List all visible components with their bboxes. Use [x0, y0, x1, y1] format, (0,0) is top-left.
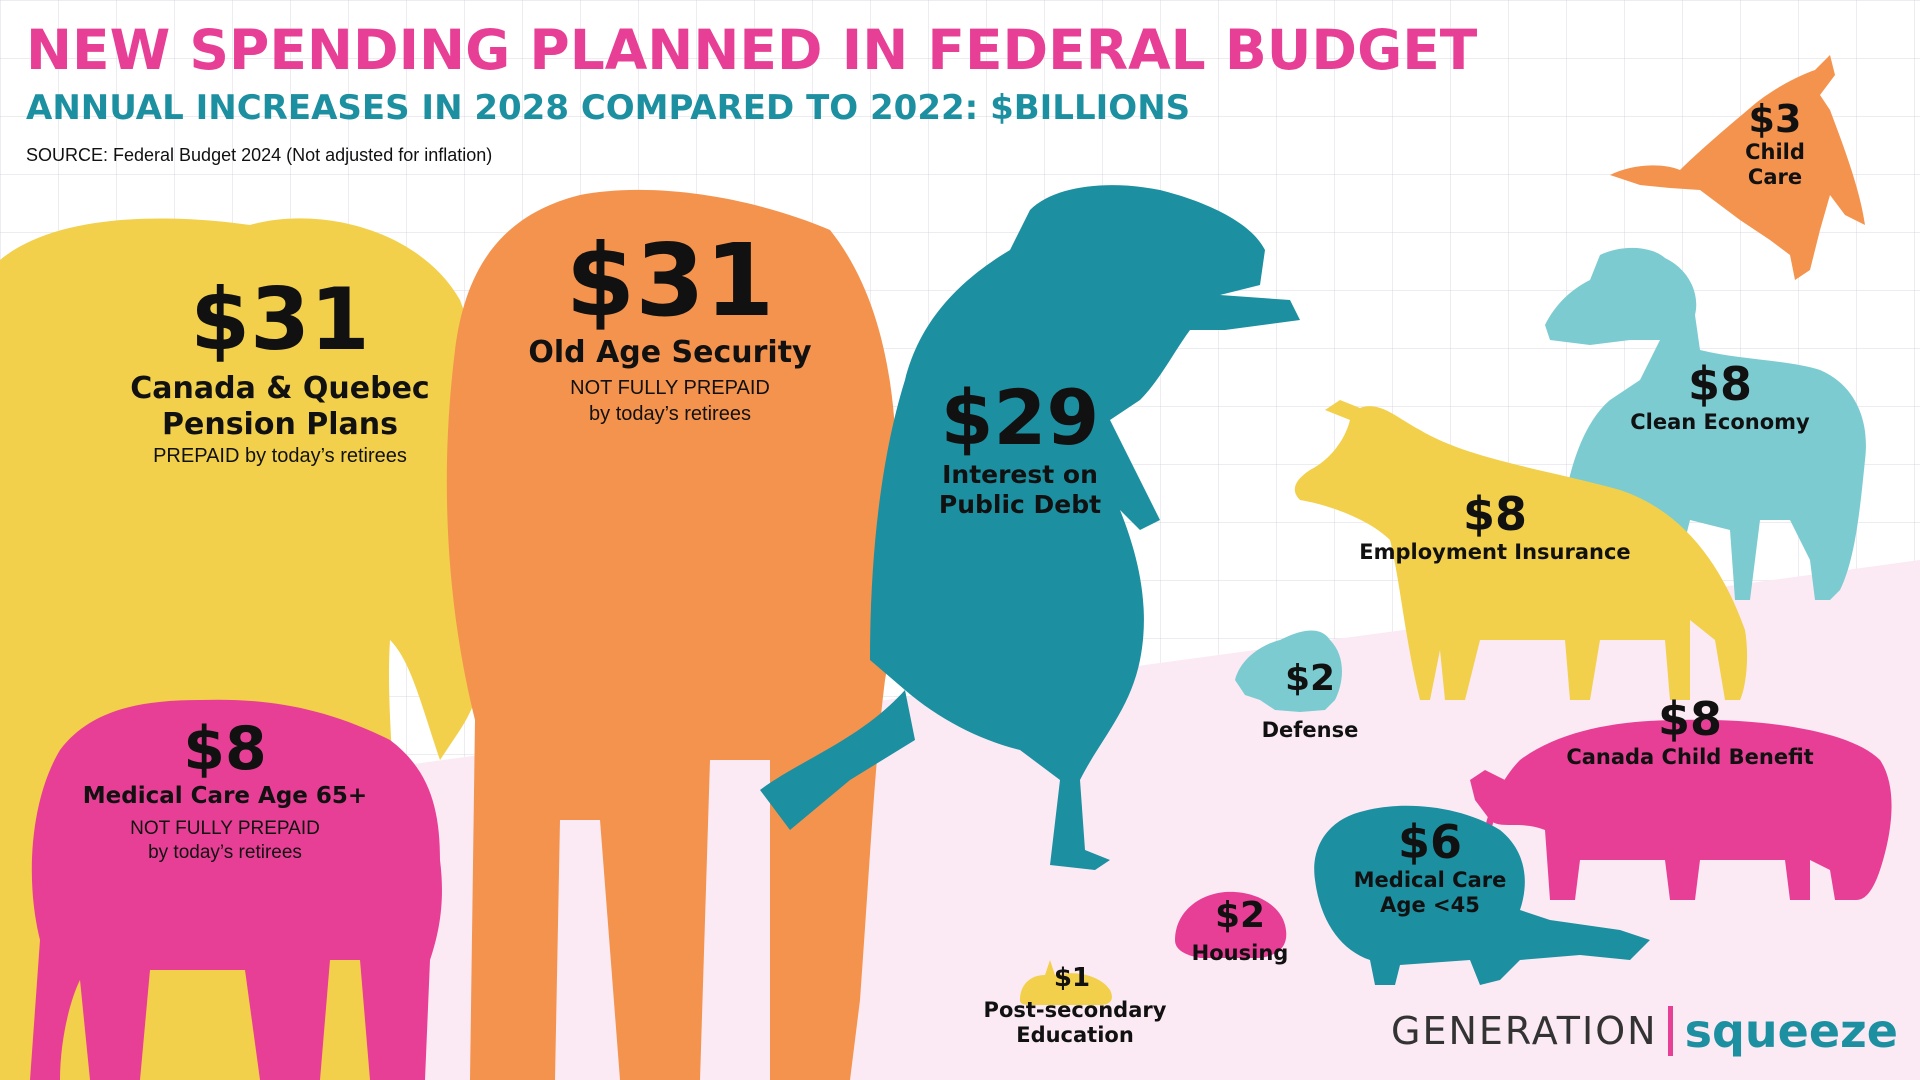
value-label: $2: [1214, 895, 1266, 936]
value-label: $29: [940, 373, 1100, 462]
category-label: Canada Child Benefit: [1566, 745, 1814, 770]
baby-elephant-shape: [30, 699, 442, 1080]
value-label: $8: [183, 714, 267, 784]
value-label: $31: [190, 270, 370, 370]
value-label: $31: [565, 222, 775, 339]
value-label: $3: [1748, 97, 1802, 141]
category-label: Canada & Quebec Pension Plans: [130, 371, 430, 443]
label-postsec: $1 Post-secondary Education: [965, 964, 1185, 1049]
label-med65: $8 Medical Care Age 65+ NOT FULLY PREPAI…: [70, 718, 380, 866]
label-debt: $29 Interest on Public Debt: [880, 378, 1160, 520]
silhouette-childcare-goose: [1610, 55, 1865, 280]
category-label: Defense: [1261, 717, 1359, 742]
label-childcare: $3 Child Care: [1715, 97, 1835, 190]
elephant-shape: [446, 189, 898, 1080]
silhouette-ei-wolf: [1294, 400, 1748, 700]
value-label: $8: [1657, 692, 1722, 746]
label-housing: $2 Housing: [1170, 897, 1310, 966]
brand-part-1: GENERATION: [1391, 1009, 1658, 1053]
silhouette-postsec-snail: [1020, 960, 1112, 1005]
silhouette-med65-baby-elephant: [30, 699, 442, 1080]
silhouette-housing-hedgehog: [1175, 891, 1287, 958]
category-label: Housing: [1191, 940, 1289, 965]
squirrel-shape: [1235, 630, 1342, 712]
silhouette-med45-beaver: [1314, 805, 1650, 985]
chart-subtitle: ANNUAL INCREASES IN 2028 COMPARED TO 202…: [26, 88, 1191, 128]
t-rex-shape: [870, 185, 1300, 870]
value-label: $2: [1284, 658, 1336, 699]
silhouette-oas-elephant: [446, 189, 898, 1080]
category-label: Employment Insurance: [1359, 540, 1631, 565]
brand-part-2: squeeze: [1684, 1004, 1898, 1058]
label-clean: $8 Clean Economy: [1600, 360, 1840, 435]
bear-shape: [1470, 719, 1892, 900]
hedgehog-shape: [1175, 891, 1287, 958]
category-label: Medical Care Age 65+: [82, 783, 368, 809]
note-label: NOT FULLY PREPAID by today’s retirees: [570, 377, 770, 425]
label-cpp: $31 Canada & Quebec Pension Plans PREPAI…: [120, 275, 440, 469]
label-ei: $8 Employment Insurance: [1340, 490, 1650, 565]
category-label: Clean Economy: [1630, 410, 1810, 435]
wolf-shape: [1294, 400, 1748, 700]
label-defense: $2 Defense: [1240, 660, 1380, 743]
silhouette-defense-squirrel: [1235, 630, 1342, 712]
t-rex-shape: [760, 690, 915, 830]
silhouette-ccb-bear: [1470, 719, 1892, 900]
value-label: $6: [1397, 815, 1462, 869]
category-label: Child Care: [1745, 139, 1805, 190]
category-label: Medical Care Age <45: [1353, 868, 1507, 918]
label-med45: $6 Medical Care Age <45: [1340, 818, 1520, 919]
brand-divider: [1667, 1006, 1673, 1056]
brand-logo: GENERATION squeeze: [1391, 1004, 1898, 1058]
value-label: $1: [1053, 963, 1091, 993]
label-ccb: $8 Canada Child Benefit: [1540, 695, 1840, 770]
chart-title: NEW SPENDING PLANNED IN FEDERAL BUDGET: [26, 18, 1478, 82]
goose-shape: [1610, 55, 1865, 280]
beaver-shape: [1314, 805, 1650, 985]
source-note: SOURCE: Federal Budget 2024 (Not adjuste…: [26, 145, 493, 165]
silhouette-debt-t-rex: [760, 185, 1300, 870]
category-label: Old Age Security: [528, 335, 812, 370]
snail-shape: [1020, 960, 1112, 1005]
note-label: PREPAID by today’s retirees: [153, 445, 407, 468]
label-oas: $31 Old Age Security NOT FULLY PREPAID b…: [510, 228, 830, 427]
value-label: $8: [1687, 357, 1752, 411]
value-label: $8: [1462, 487, 1527, 541]
category-label: Interest on Public Debt: [938, 459, 1102, 519]
note-label: NOT FULLY PREPAID by today’s retirees: [130, 817, 320, 864]
category-label: Post-secondary Education: [983, 998, 1167, 1048]
